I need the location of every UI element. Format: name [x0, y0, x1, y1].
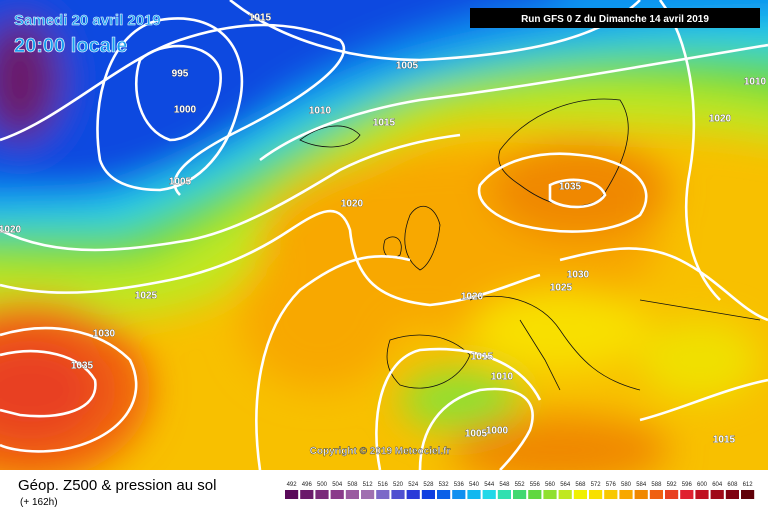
coastlines [299, 98, 761, 391]
scale-label: 552 [515, 482, 526, 488]
scale-label: 584 [636, 482, 647, 488]
scale-swatch [558, 490, 572, 499]
isobar-label: 1025 [550, 283, 573, 294]
scale-swatch [482, 490, 496, 499]
scale-label: 508 [347, 482, 358, 488]
footer-lead: (+ 162h) [20, 497, 58, 508]
isobar-label: 1035 [71, 361, 94, 372]
run-info: Run GFS 0 Z du Dimanche 14 avril 2019 [521, 14, 709, 25]
scale-swatch [406, 490, 420, 499]
isobar-label: 1035 [559, 182, 582, 193]
scale-label: 572 [591, 482, 602, 488]
scale-label: 512 [363, 482, 374, 488]
scale-label: 600 [697, 482, 708, 488]
isobars [0, 0, 768, 470]
scale-swatch [710, 490, 724, 499]
isobar-labels: 1015 995 1005 1000 1010 1015 1005 1020 1… [0, 12, 767, 446]
isobar-label: 1030 [567, 270, 590, 281]
isobar-label: 1020 [461, 292, 484, 303]
isobar-label: 1020 [709, 114, 732, 125]
scale-label: 532 [439, 482, 450, 488]
isobar-label: 1015 [471, 352, 494, 363]
scale-swatch [467, 490, 481, 499]
scale-label: 544 [484, 482, 495, 488]
isobar-label: 1000 [486, 426, 509, 437]
isobar-label: 1015 [373, 118, 396, 129]
scale-label: 524 [408, 482, 419, 488]
scale-swatch [361, 490, 375, 499]
scale-label: 596 [682, 482, 693, 488]
isobar-label: 1005 [465, 429, 488, 440]
forecast-date: Samedi 20 avril 2019 [14, 12, 161, 29]
scale-label: 556 [530, 482, 541, 488]
scale-swatch [619, 490, 633, 499]
scale-label: 580 [621, 482, 632, 488]
scale-swatch [330, 490, 344, 499]
scale-label: 500 [317, 482, 328, 488]
scale-label: 520 [393, 482, 404, 488]
scale-label: 504 [332, 482, 343, 488]
scale-label: 560 [545, 482, 556, 488]
forecast-time: 20:00 locale [14, 35, 127, 57]
scale-swatch [345, 490, 359, 499]
scale-label: 604 [712, 482, 723, 488]
field: 1015 995 1005 1000 1010 1015 1005 1020 1… [0, 0, 768, 470]
scale-swatch [497, 490, 511, 499]
scale-swatch [421, 490, 435, 499]
scale-label: 528 [423, 482, 434, 488]
isobar-label: 1015 [713, 435, 736, 446]
isobar-label: 1000 [174, 105, 197, 116]
scale-label: 608 [727, 482, 738, 488]
isobar-label: 1005 [169, 177, 192, 188]
scale-label: 548 [499, 482, 510, 488]
scale-swatch [634, 490, 648, 499]
color-scale: 492 496 500 504 508 512 516 520 524 528 532 536 540 5… [285, 482, 755, 499]
scale-label: 496 [302, 482, 313, 488]
isobar-label: 1010 [491, 372, 514, 383]
scale-label: 492 [287, 482, 298, 488]
scale-swatch [437, 490, 451, 499]
scale-label: 536 [454, 482, 465, 488]
scale-swatch [573, 490, 587, 499]
isobar-label: 1020 [341, 199, 364, 210]
isobar-label: 1025 [135, 291, 158, 302]
isobar-label: 1030 [93, 329, 116, 340]
scale-label: 516 [378, 482, 389, 488]
scale-swatch [452, 490, 466, 499]
footer-title: Géop. Z500 & pression au sol [18, 477, 216, 494]
scale-swatch [604, 490, 618, 499]
scale-swatch [543, 490, 557, 499]
scale-swatch [285, 490, 299, 499]
isobar-label: 1020 [0, 225, 22, 236]
scale-swatch [528, 490, 542, 499]
isobar-label: 1010 [309, 106, 332, 117]
scale-label: 592 [667, 482, 678, 488]
isobar-label: 995 [172, 69, 189, 80]
scale-swatch [665, 490, 679, 499]
copyright: Copyright © 2019 Meteociel.fr [310, 446, 451, 457]
scale-label: 588 [651, 482, 662, 488]
scale-swatch [649, 490, 663, 499]
scale-swatch [725, 490, 739, 499]
scale-swatch [513, 490, 527, 499]
isobar-label: 1010 [744, 77, 767, 88]
scale-swatch [695, 490, 709, 499]
scale-swatch [741, 490, 755, 499]
scale-label: 612 [743, 482, 754, 488]
scale-label: 576 [606, 482, 617, 488]
scale-swatch [680, 490, 694, 499]
scale-label: 540 [469, 482, 480, 488]
scale-swatch [315, 490, 329, 499]
scale-label: 564 [560, 482, 571, 488]
scale-swatch [300, 490, 314, 499]
scale-swatch [589, 490, 603, 499]
scale-label: 568 [575, 482, 586, 488]
scale-swatch [376, 490, 390, 499]
isobar-label: 1015 [249, 13, 272, 24]
run-box [470, 8, 760, 28]
isobar-label: 1005 [396, 61, 419, 72]
scale-swatch [391, 490, 405, 499]
